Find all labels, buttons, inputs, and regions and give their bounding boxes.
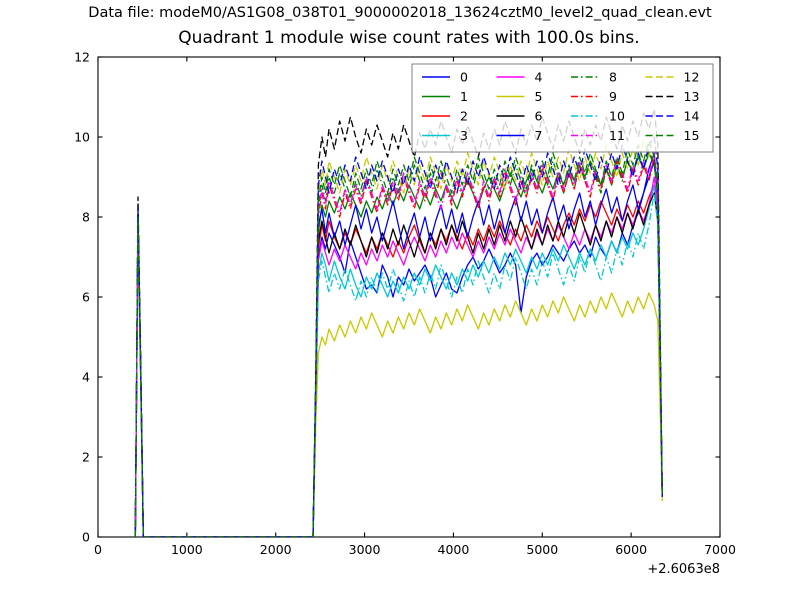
y-tick-label: 12 [74, 50, 90, 65]
legend-label-12: 12 [684, 70, 700, 85]
legend-label-15: 15 [684, 128, 700, 143]
legend-label-4: 4 [535, 70, 543, 85]
legend-box [411, 63, 714, 153]
legend-label-9: 9 [609, 89, 617, 104]
y-tick-label: 2 [82, 450, 90, 465]
series-line-9 [134, 156, 663, 537]
x-tick-label: 4000 [438, 542, 470, 557]
series-line-5 [134, 232, 663, 537]
x-tick-label: 1000 [171, 542, 203, 557]
y-tick-label: 0 [82, 530, 90, 545]
x-tick-label: 2000 [260, 542, 292, 557]
series-line-2 [134, 184, 663, 537]
legend-label-3: 3 [460, 128, 468, 143]
y-tick-label: 8 [82, 210, 90, 225]
legend-label-6: 6 [535, 109, 543, 124]
legend-label-7: 7 [535, 128, 543, 143]
series-line-15 [134, 140, 663, 537]
series-line-7 [134, 160, 663, 537]
legend-label-13: 13 [684, 89, 700, 104]
series-line-10 [134, 192, 663, 537]
series-line-12 [134, 132, 663, 537]
x-tick-label: 5000 [526, 542, 558, 557]
legend-label-0: 0 [460, 70, 468, 85]
legend-label-11: 11 [609, 128, 625, 143]
legend-label-8: 8 [609, 70, 617, 85]
y-tick-label: 10 [74, 130, 90, 145]
y-tick-label: 4 [82, 370, 90, 385]
legend-label-5: 5 [535, 89, 543, 104]
x-tick-label: 6000 [615, 542, 647, 557]
legend-label-2: 2 [460, 109, 468, 124]
page-title: Quadrant 1 module wise count rates with … [178, 28, 640, 48]
series-line-3 [134, 184, 663, 537]
x-tick-label: 0 [94, 542, 102, 557]
data-series-group [134, 108, 663, 537]
series-line-4 [134, 176, 663, 537]
data-file-label: Data file: modeM0/AS1G08_038T01_90000020… [88, 5, 712, 21]
series-line-11 [134, 152, 663, 537]
x-tick-label: 7000 [704, 542, 736, 557]
series-line-6 [134, 192, 663, 537]
x-axis-offset-label: +2.6063e8 [647, 562, 720, 577]
y-tick-label: 6 [82, 290, 90, 305]
axes-group: 0 1000 2000 3000 4000 5000 6000 7000024681012+2… [74, 50, 736, 578]
legend-label-14: 14 [684, 109, 700, 124]
x-tick-label: 3000 [349, 542, 381, 557]
legend-label-1: 1 [460, 89, 468, 104]
legend-label-10: 10 [609, 109, 625, 124]
